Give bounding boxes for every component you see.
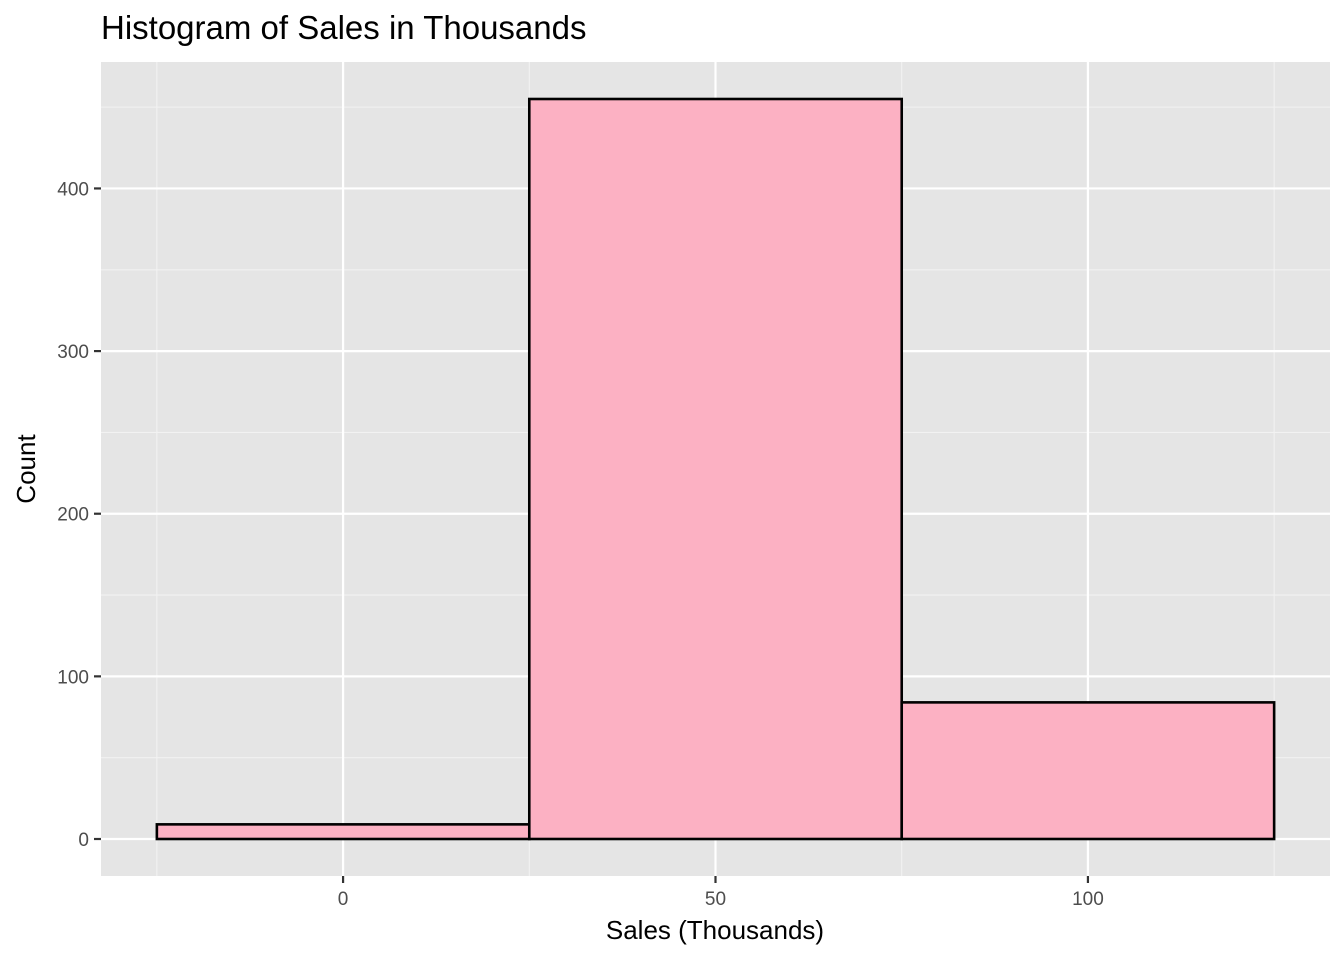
y-tick-label: 300: [57, 342, 89, 363]
histogram-bars: [155, 97, 1276, 841]
x-tick-label: 100: [1072, 889, 1104, 910]
chart-title: Histogram of Sales in Thousands: [101, 9, 586, 46]
histogram-bar: [900, 701, 1276, 841]
y-tick-label: 200: [57, 505, 89, 526]
histogram-bar: [527, 97, 904, 841]
x-tick-label: 0: [338, 889, 349, 910]
y-tick-label: 0: [78, 830, 89, 851]
x-axis-title: Sales (Thousands): [606, 915, 824, 945]
y-tick-label: 100: [57, 667, 89, 688]
histogram-bar: [155, 823, 531, 841]
x-tick-label: 50: [705, 889, 726, 910]
y-axis-title: Count: [11, 434, 41, 504]
x-axis: 0 50 100: [338, 876, 1104, 910]
y-axis: 0 100 200 300 400: [57, 179, 101, 851]
y-tick-label: 400: [57, 179, 89, 200]
